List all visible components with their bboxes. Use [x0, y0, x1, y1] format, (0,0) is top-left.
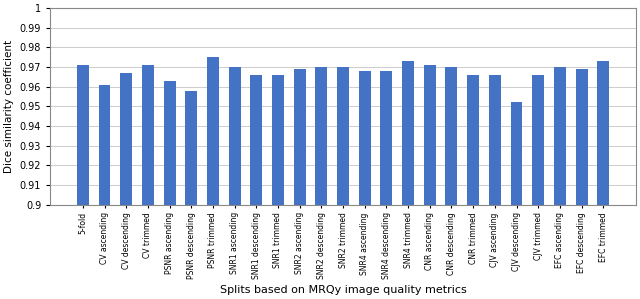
Bar: [402, 61, 414, 299]
Bar: [142, 65, 154, 299]
Y-axis label: Dice similarity coefficient: Dice similarity coefficient: [4, 40, 14, 173]
Bar: [467, 75, 479, 299]
Bar: [359, 71, 371, 299]
Bar: [164, 81, 175, 299]
Bar: [445, 67, 458, 299]
Bar: [511, 103, 522, 299]
Bar: [424, 65, 436, 299]
Bar: [99, 85, 111, 299]
Bar: [575, 69, 588, 299]
Bar: [532, 75, 544, 299]
Bar: [77, 65, 89, 299]
Bar: [294, 69, 306, 299]
Bar: [489, 75, 500, 299]
Bar: [228, 67, 241, 299]
Bar: [120, 73, 132, 299]
X-axis label: Splits based on MRQy image quality metrics: Splits based on MRQy image quality metri…: [220, 285, 467, 295]
Bar: [272, 75, 284, 299]
Bar: [554, 67, 566, 299]
Bar: [250, 75, 262, 299]
Bar: [337, 67, 349, 299]
Bar: [207, 57, 219, 299]
Bar: [380, 71, 392, 299]
Bar: [186, 91, 197, 299]
Bar: [597, 61, 609, 299]
Bar: [316, 67, 327, 299]
